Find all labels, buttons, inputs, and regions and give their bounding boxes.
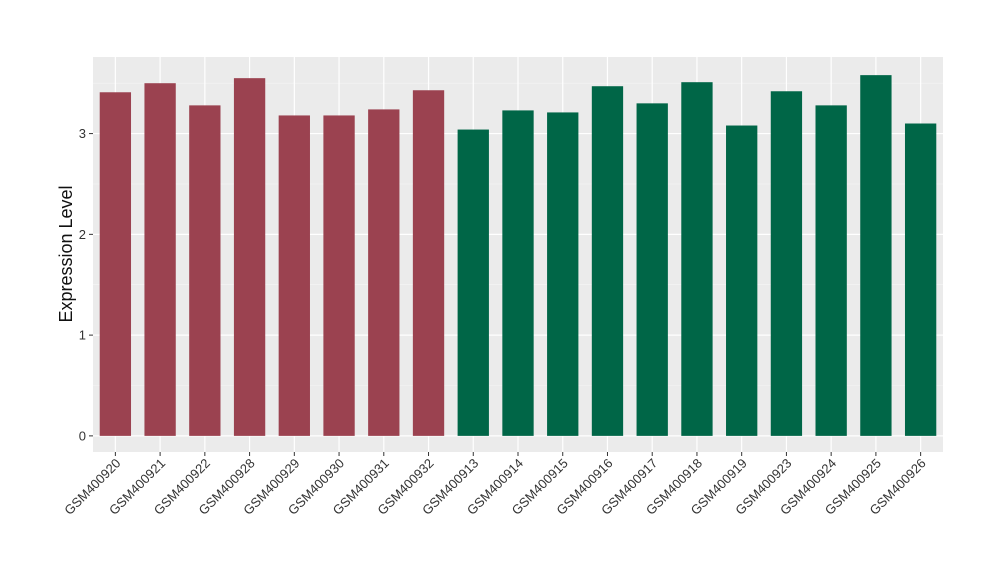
y-tick-label: 2 bbox=[79, 227, 86, 242]
y-tick-label: 3 bbox=[79, 126, 86, 141]
bar-GSM400920 bbox=[99, 92, 132, 436]
y-axis-title: Expression Level bbox=[56, 185, 76, 322]
bar-GSM400916 bbox=[591, 86, 624, 436]
bar-GSM400915 bbox=[547, 112, 579, 436]
bar-GSM400926 bbox=[904, 123, 937, 436]
bar-GSM400913 bbox=[457, 129, 489, 436]
bar-GSM400931 bbox=[368, 109, 400, 436]
bar-GSM400928 bbox=[233, 78, 266, 436]
bar-GSM400924 bbox=[815, 105, 847, 436]
bars bbox=[99, 75, 937, 436]
bar-GSM400919 bbox=[726, 125, 758, 436]
y-tick-label: 1 bbox=[79, 328, 86, 343]
bar-GSM400922 bbox=[189, 105, 221, 436]
bar-GSM400918 bbox=[681, 82, 713, 436]
bar-GSM400914 bbox=[502, 110, 534, 436]
bar-GSM400929 bbox=[278, 115, 310, 436]
x-axis: GSM400920GSM400921GSM400922GSM400928GSM4… bbox=[61, 452, 929, 518]
y-tick-label: 0 bbox=[79, 428, 86, 443]
bar-GSM400917 bbox=[636, 103, 668, 436]
bar-GSM400921 bbox=[144, 83, 176, 436]
bar-GSM400925 bbox=[860, 75, 892, 436]
y-axis: 0 1 2 3 bbox=[79, 126, 93, 443]
bar-GSM400930 bbox=[323, 115, 355, 436]
bar-GSM400932 bbox=[412, 90, 445, 436]
bar-GSM400923 bbox=[770, 91, 803, 436]
